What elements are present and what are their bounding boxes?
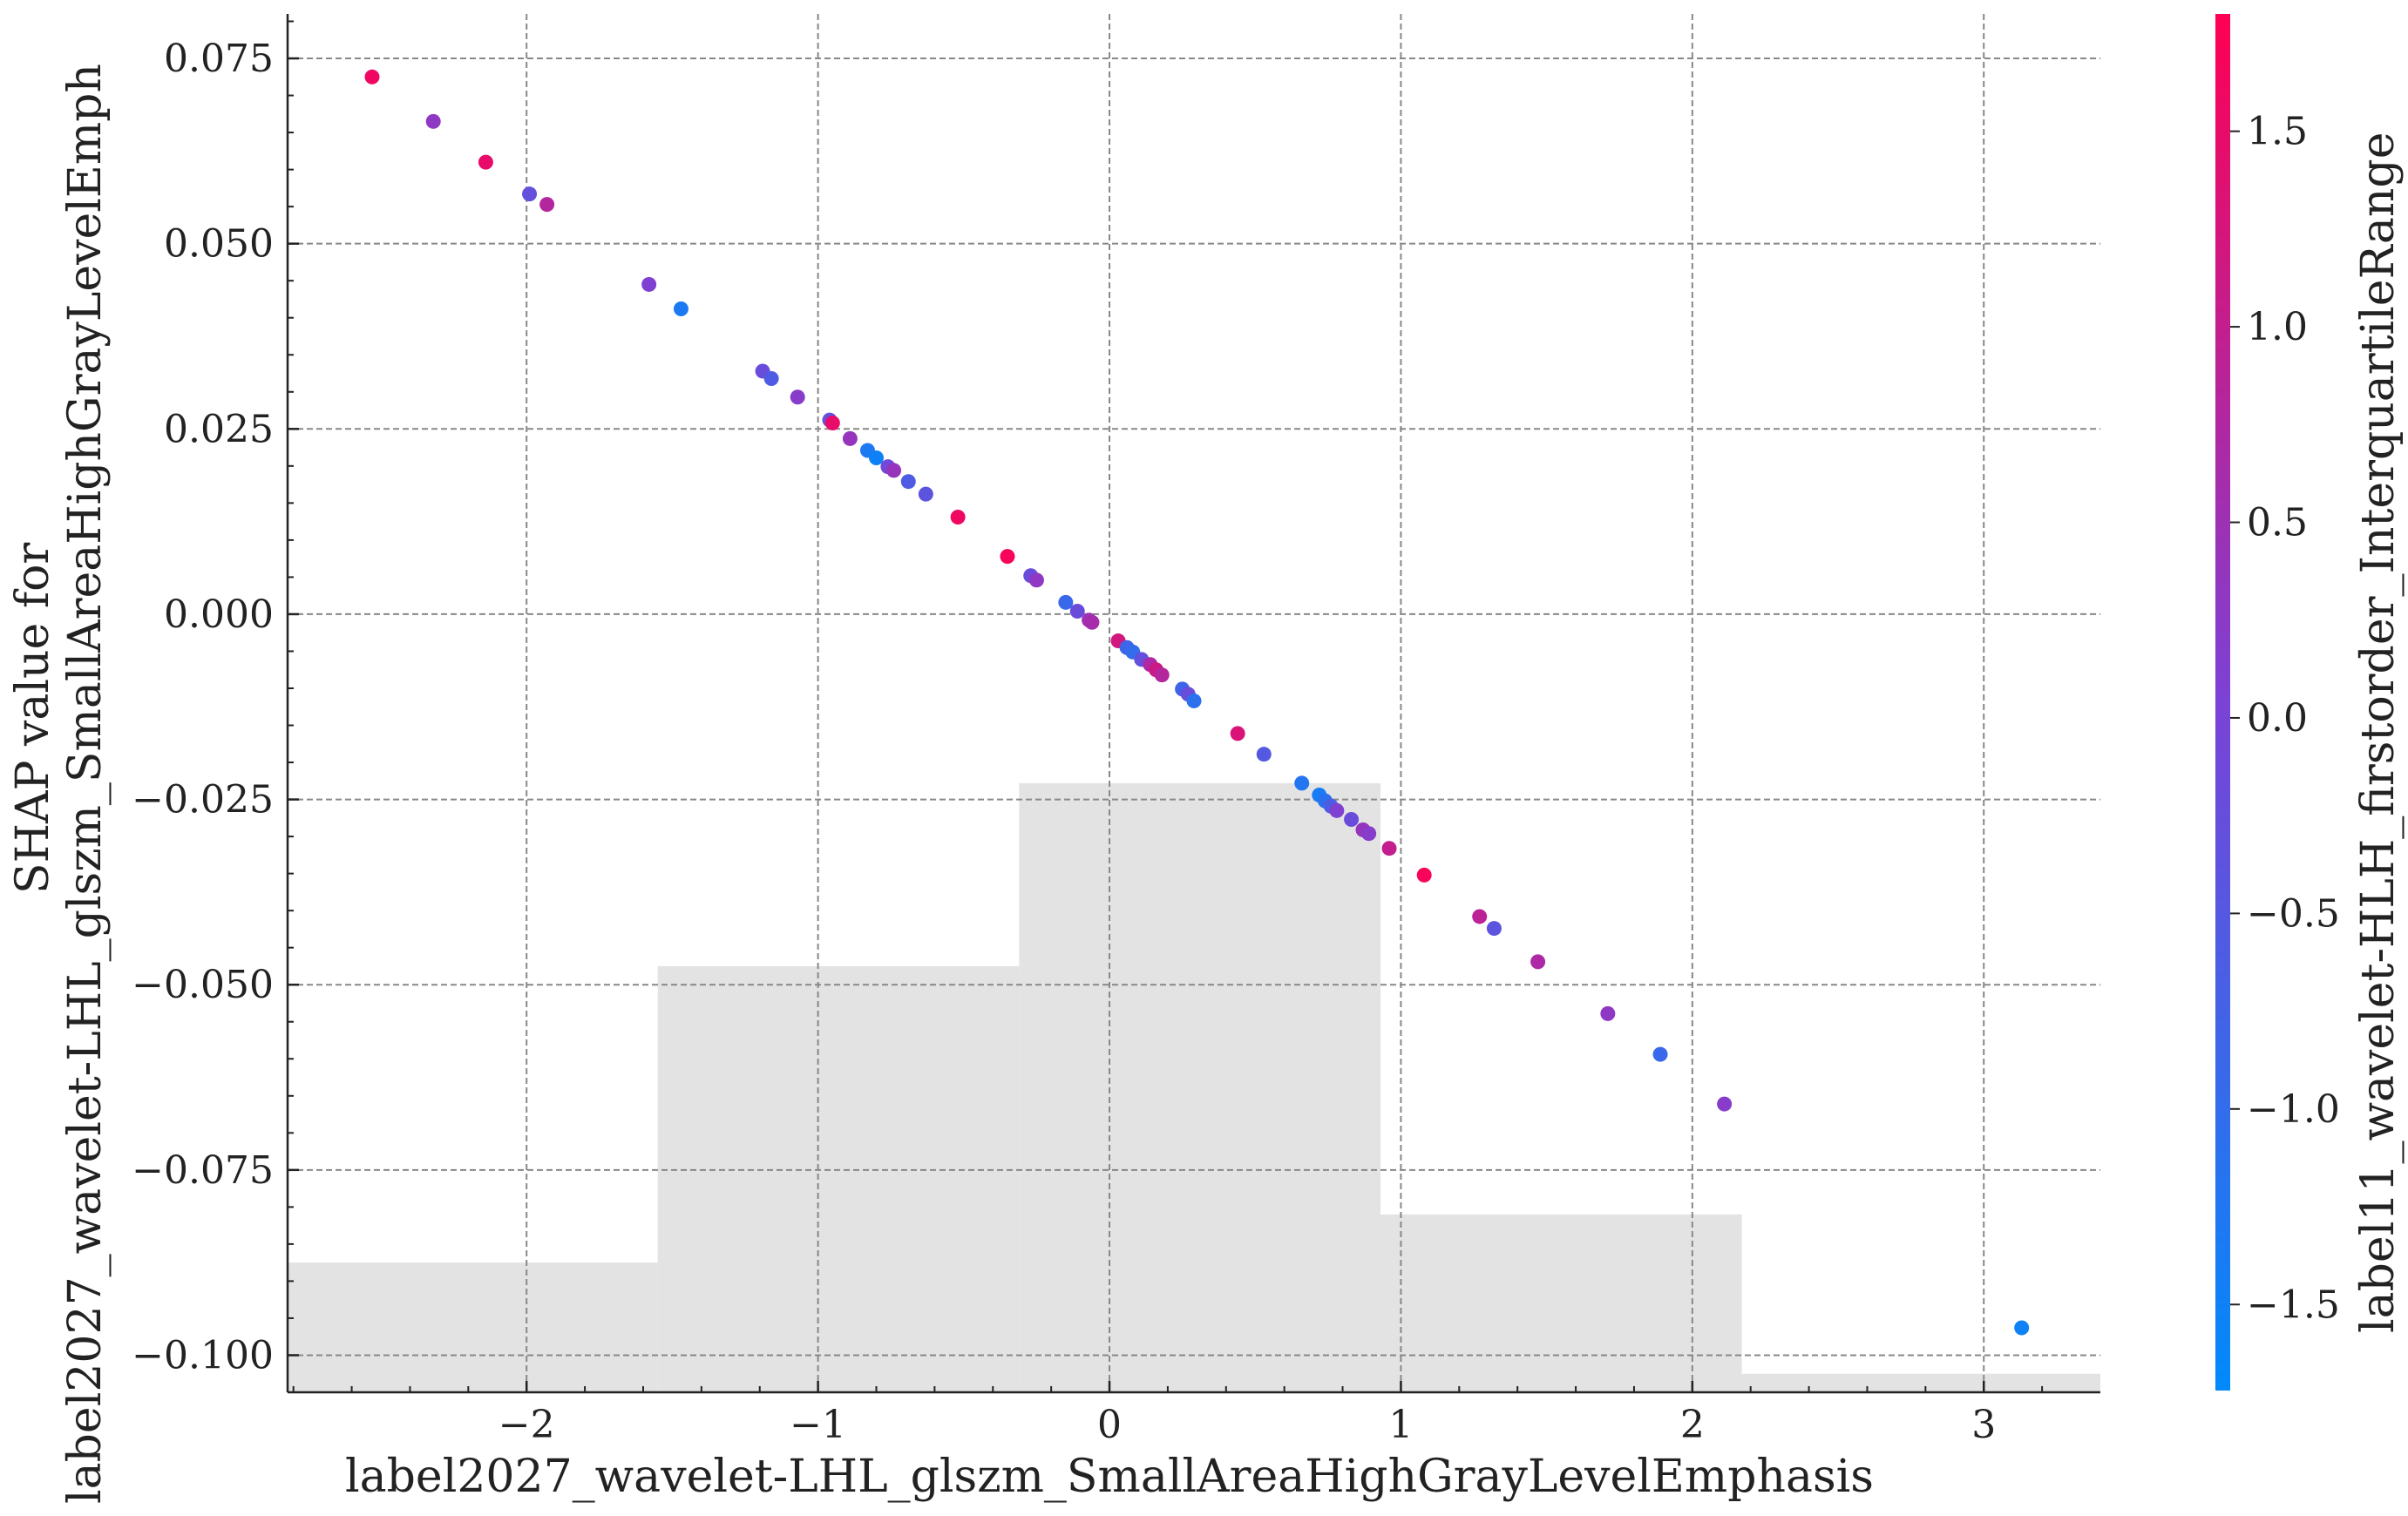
scatter-point-36 bbox=[1186, 693, 1202, 708]
histogram-bar-3 bbox=[1380, 1214, 1742, 1392]
colorbar-tick-label: 0.0 bbox=[2247, 696, 2308, 741]
y-tick-label: 0.075 bbox=[164, 37, 274, 81]
scatter-point-1 bbox=[425, 113, 441, 129]
y-tick-label: 0.050 bbox=[164, 222, 274, 267]
scatter-point-54 bbox=[1717, 1096, 1733, 1112]
x-tick-label: 0 bbox=[1097, 1403, 1122, 1447]
scatter-point-24 bbox=[1069, 604, 1085, 619]
colorbar-gradient bbox=[2215, 14, 2230, 1391]
scatter-point-5 bbox=[641, 276, 657, 292]
scatter-point-26 bbox=[1084, 614, 1100, 630]
x-axis-title: label2027_wavelet-LHL_glszm_SmallAreaHig… bbox=[345, 1451, 1874, 1503]
y-tick-label: −0.025 bbox=[132, 778, 274, 822]
histogram-bar-4 bbox=[1741, 1373, 2100, 1392]
scatter-point-48 bbox=[1416, 867, 1432, 883]
histogram-bar-1 bbox=[657, 965, 1020, 1392]
scatter-point-33 bbox=[1154, 667, 1170, 683]
x-tick-label: 2 bbox=[1680, 1403, 1705, 1447]
scatter-point-55 bbox=[2014, 1320, 2030, 1336]
axes: −2 −1 0 1 2 3 0.075 0.050 0.025 0.000 −0.025 −0.050… bbox=[132, 14, 2100, 1447]
histogram-bar-0 bbox=[288, 1262, 658, 1392]
scatter-point-8 bbox=[763, 370, 779, 386]
grid-lines bbox=[288, 14, 2100, 1392]
y-axis-title-line2: label2027_wavelet-LHL_glszm_SmallAreaHig… bbox=[59, 64, 112, 1504]
colorbar-title: label11_wavelet-HLH_firstorder_Interquar… bbox=[2352, 132, 2405, 1333]
colorbar: 1.5 1.0 0.5 0.0 −0.5 −1.0 −1.5 label11_wavelet… bbox=[2215, 14, 2405, 1391]
scatter-point-43 bbox=[1329, 802, 1345, 818]
colorbar-tick-label: −1.5 bbox=[2247, 1283, 2340, 1327]
y-axis-title: SHAP value for bbox=[7, 543, 59, 894]
y-tick-label: −0.100 bbox=[132, 1333, 274, 1377]
scatter-point-39 bbox=[1294, 775, 1310, 791]
scatter-point-11 bbox=[824, 415, 840, 430]
colorbar-tick-label: −1.0 bbox=[2247, 1087, 2340, 1132]
scatter-point-46 bbox=[1361, 826, 1377, 842]
scatter-point-50 bbox=[1486, 921, 1502, 937]
scatter-point-22 bbox=[1028, 572, 1044, 588]
colorbar-tick-label: 1.0 bbox=[2247, 305, 2308, 349]
scatter-point-52 bbox=[1600, 1005, 1616, 1021]
y-tick-label: 0.000 bbox=[164, 592, 274, 637]
colorbar-ticks: 1.5 1.0 0.5 0.0 −0.5 −1.0 −1.5 bbox=[2230, 110, 2340, 1327]
scatter-point-3 bbox=[522, 186, 538, 202]
histogram-bars bbox=[288, 782, 2100, 1392]
scatter-point-18 bbox=[918, 486, 933, 502]
y-tick-label: −0.075 bbox=[132, 1148, 274, 1193]
scatter-point-6 bbox=[673, 301, 688, 317]
colorbar-tick-label: 0.5 bbox=[2247, 501, 2308, 545]
scatter-point-49 bbox=[1472, 909, 1488, 924]
scatter-point-23 bbox=[1058, 594, 1074, 610]
y-tick-label: −0.050 bbox=[132, 963, 274, 1007]
scatter-point-14 bbox=[868, 450, 884, 465]
scatter-point-20 bbox=[1000, 549, 1015, 565]
scatter-point-17 bbox=[900, 474, 916, 490]
scatter-point-47 bbox=[1381, 841, 1397, 856]
scatter-point-37 bbox=[1230, 726, 1245, 741]
scatter-point-0 bbox=[364, 69, 380, 85]
scatter-point-4 bbox=[539, 197, 555, 213]
scatter-points bbox=[364, 69, 2030, 1336]
x-tick-label: 3 bbox=[1971, 1403, 1996, 1447]
colorbar-tick-label: −0.5 bbox=[2247, 891, 2340, 936]
scatter-point-38 bbox=[1256, 747, 1272, 762]
scatter-point-19 bbox=[950, 510, 966, 525]
scatter-point-12 bbox=[842, 430, 858, 446]
colorbar-tick-label: 1.5 bbox=[2247, 110, 2308, 154]
histogram-bar-2 bbox=[1019, 782, 1381, 1392]
scatter-point-2 bbox=[478, 154, 493, 170]
x-tick-label: 1 bbox=[1388, 1403, 1413, 1447]
x-tick-label: −1 bbox=[790, 1403, 846, 1447]
scatter-point-44 bbox=[1344, 812, 1360, 828]
scatter-point-53 bbox=[1652, 1046, 1668, 1062]
x-tick-label: −2 bbox=[499, 1403, 555, 1447]
scatter-point-51 bbox=[1530, 954, 1546, 970]
scatter-point-16 bbox=[886, 463, 902, 478]
scatter-point-9 bbox=[790, 389, 805, 405]
y-tick-label: 0.025 bbox=[164, 407, 274, 451]
